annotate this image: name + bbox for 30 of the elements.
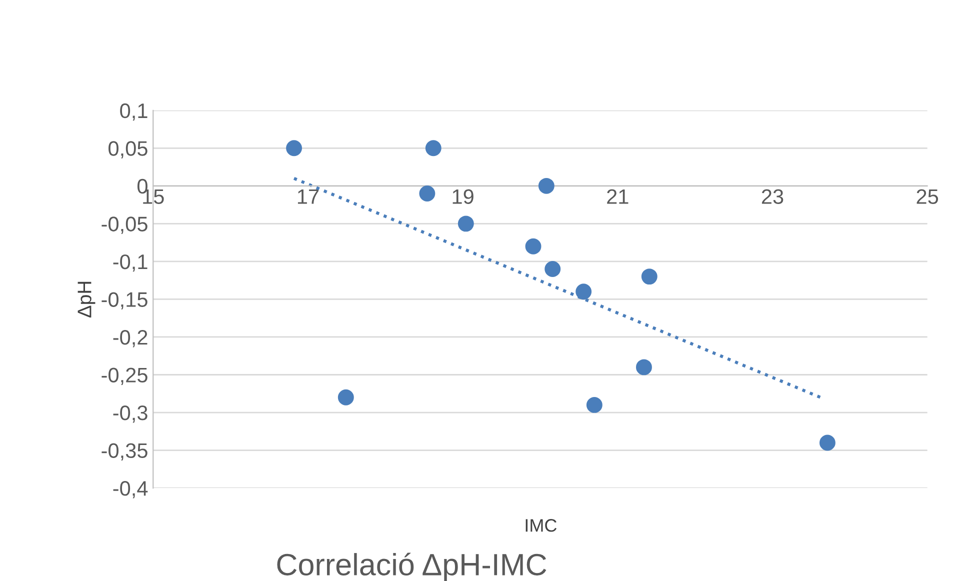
point	[636, 359, 652, 376]
point	[425, 140, 442, 156]
x-tick-label: 23	[762, 189, 784, 204]
point	[819, 434, 836, 451]
point	[576, 284, 592, 300]
y-tick-label: -0,2	[113, 330, 148, 348]
x-tick-label: 19	[452, 189, 474, 204]
y-tick-label: -0,35	[102, 443, 148, 460]
y-tick-label: -0,05	[102, 216, 148, 234]
x-tick-label: 21	[607, 189, 628, 204]
y-tick-label: 0,1	[120, 103, 148, 121]
y-axis-title: ΔpH	[78, 282, 96, 318]
point	[338, 389, 354, 406]
point	[458, 216, 474, 232]
y-tick-label: -0,3	[113, 406, 148, 423]
y-tick-label: -0,25	[102, 368, 148, 385]
y-tick-label: -0,1	[113, 254, 148, 272]
x-axis-title: IMC	[526, 519, 557, 532]
point	[538, 178, 554, 194]
point	[544, 261, 561, 277]
point	[641, 268, 658, 285]
point	[525, 238, 542, 254]
y-tick-label: -0,15	[102, 292, 148, 310]
y-tick-label: 0,05	[108, 141, 148, 158]
point	[419, 185, 436, 202]
y-tick-label: -0,4	[113, 481, 148, 498]
x-tick-label: 17	[298, 189, 319, 204]
point	[286, 140, 302, 156]
point	[586, 396, 602, 413]
x-tick-label: 25	[916, 189, 938, 204]
